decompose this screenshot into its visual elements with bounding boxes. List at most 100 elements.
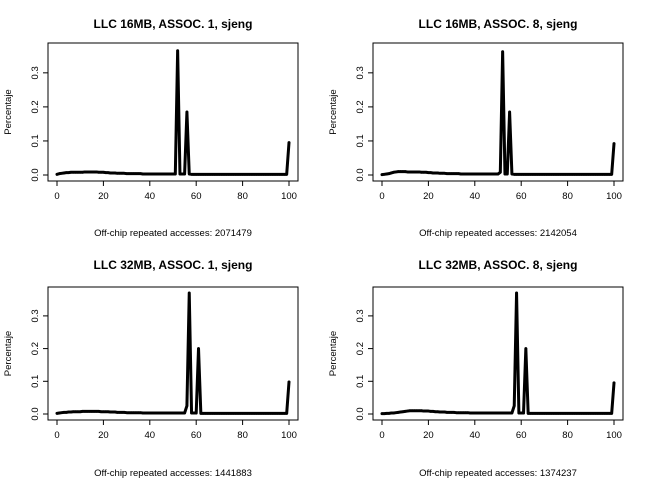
data-point — [459, 172, 463, 176]
data-point — [238, 412, 242, 415]
y-axis-label: Percentaje — [3, 331, 14, 376]
data-point — [603, 173, 607, 176]
data-point — [95, 410, 98, 413]
data-point — [218, 173, 221, 176]
data-point — [540, 412, 544, 415]
data-point — [387, 412, 391, 415]
data-point — [155, 172, 159, 176]
data-point — [164, 172, 168, 176]
data-point — [64, 171, 68, 174]
data-point — [399, 170, 402, 173]
data-point — [517, 411, 521, 415]
data-point — [605, 412, 609, 415]
data-point — [232, 412, 235, 415]
data-point — [241, 412, 244, 415]
data-point — [563, 173, 567, 176]
data-point — [554, 173, 558, 176]
data-point — [536, 173, 539, 176]
data-point — [589, 173, 593, 176]
data-point — [559, 412, 562, 415]
data-point — [167, 172, 170, 176]
data-point — [183, 172, 186, 176]
data-point — [429, 171, 433, 174]
data-point — [278, 412, 282, 415]
data-point — [403, 410, 407, 413]
data-point — [436, 410, 439, 414]
data-point — [229, 173, 233, 176]
data-point — [610, 173, 613, 176]
data-point — [264, 412, 268, 415]
data-point — [192, 411, 196, 415]
data-point — [276, 412, 279, 415]
data-point — [464, 172, 467, 176]
data-point — [236, 173, 240, 176]
data-point — [113, 410, 117, 414]
data-point — [206, 412, 210, 415]
data-point — [157, 172, 161, 176]
plot-frame — [47, 286, 299, 421]
data-point — [480, 411, 484, 415]
data-point — [489, 172, 493, 176]
data-point — [394, 170, 398, 174]
data-point — [499, 170, 502, 174]
data-point — [187, 291, 191, 295]
data-point — [118, 411, 121, 414]
data-point — [213, 412, 217, 415]
data-point — [466, 172, 470, 176]
data-point — [92, 410, 96, 413]
data-point — [406, 409, 409, 413]
data-point — [413, 409, 416, 413]
y-tick-label: 0.3 — [355, 66, 366, 79]
data-point — [482, 411, 486, 415]
data-point — [208, 412, 212, 415]
data-point — [211, 412, 214, 415]
data-point — [422, 409, 426, 413]
data-point — [464, 411, 467, 414]
data-point — [550, 412, 553, 415]
y-tick-label: 0.2 — [355, 100, 366, 113]
plot-frame — [47, 42, 299, 182]
data-point — [594, 412, 597, 415]
data-point — [475, 411, 479, 415]
data-point — [510, 411, 514, 415]
data-point — [171, 172, 175, 176]
chart-title: LLC 16MB, ASSOC. 1, sjeng — [94, 17, 253, 31]
plot-frame — [372, 42, 624, 182]
data-point — [129, 411, 133, 414]
data-point — [213, 173, 217, 176]
data-point — [494, 411, 497, 415]
data-point — [447, 172, 451, 175]
data-point — [427, 409, 430, 413]
data-point — [383, 173, 386, 176]
data-point — [58, 411, 61, 415]
data-point — [519, 411, 523, 415]
data-point — [71, 170, 75, 174]
data-point — [164, 411, 168, 415]
data-point — [478, 172, 481, 176]
data-point — [78, 170, 82, 174]
x-axis-label: Off-chip repeated accesses: 2071479 — [94, 228, 252, 239]
data-point — [587, 173, 590, 176]
data-point — [227, 412, 230, 415]
data-point — [111, 171, 114, 175]
data-point — [199, 412, 203, 415]
data-point — [187, 172, 191, 176]
data-point — [169, 411, 172, 415]
chart-panel-2: LLC 16MB, ASSOC. 8, sjeng 0 20 40 60 80 100 0.0… — [328, 17, 624, 239]
data-point — [454, 172, 458, 175]
y-tick-label: 0.2 — [30, 100, 41, 113]
data-point — [127, 172, 131, 175]
data-point — [543, 412, 546, 415]
data-point — [471, 411, 474, 415]
x-tick-label: 80 — [562, 191, 573, 202]
y-tick-label: 0.1 — [30, 134, 41, 147]
data-point — [570, 173, 574, 176]
data-point — [190, 411, 193, 415]
data-point — [283, 412, 286, 415]
data-point — [255, 412, 258, 415]
data-point — [215, 412, 219, 415]
data-point — [234, 412, 237, 415]
chart-title: LLC 32MB, ASSOC. 8, sjeng — [419, 258, 578, 272]
data-point — [424, 170, 428, 174]
